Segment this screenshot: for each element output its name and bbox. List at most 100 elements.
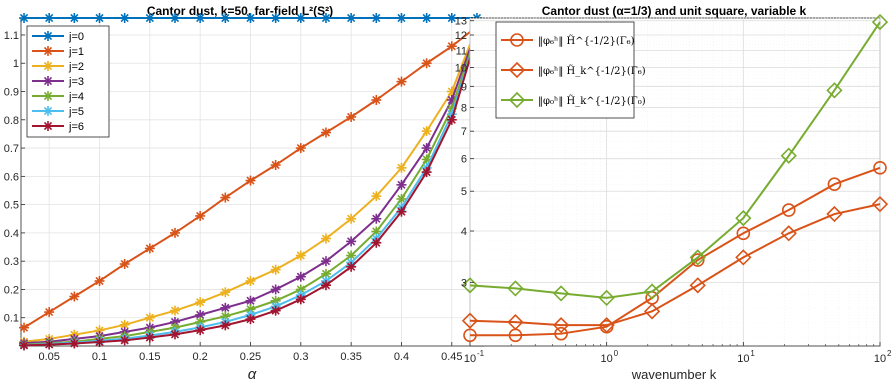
chart-left-point-j=0-stroke (45, 13, 54, 23)
chart-left-point-j=0 (195, 13, 206, 23)
chart-left-point-j=3 (396, 179, 407, 190)
chart-right-point-1 (689, 277, 706, 294)
chart-right-point-2 (507, 280, 524, 297)
chart-right-legend-marker (508, 91, 526, 109)
chart-right-point-2 (552, 285, 570, 302)
chart-left-point-j=3-stroke (372, 214, 381, 223)
chart-left-ytick-label: 1 (13, 58, 19, 70)
chart-left-legend-label: j=3 (68, 76, 84, 88)
chart-left-point-j=0-stroke (447, 13, 456, 23)
chart-left-point-j=6 (69, 338, 80, 349)
chart-right-point-0 (736, 226, 751, 241)
chart-left-point-j=0 (220, 13, 231, 23)
chart-left-point-j=2-stroke (397, 163, 406, 172)
chart-right-point-0 (690, 253, 705, 267)
chart-right-point-2 (461, 277, 479, 294)
chart-left-point-j=3 (270, 284, 281, 295)
chart-left-point-j=1-stroke (145, 244, 154, 253)
chart-right-point-1 (598, 317, 615, 334)
chart-left-point-j=6-stroke (196, 326, 205, 335)
chart-left-point-j=2-stroke (296, 251, 305, 260)
chart-left-point-j=6-stroke (321, 281, 331, 290)
chart-left-xtick-label: 0.2 (193, 351, 208, 363)
chart-left-ytick-label: 0.8 (4, 115, 19, 127)
chart-left-point-j=1-stroke (271, 160, 280, 170)
chart-left-point-j=6 (320, 280, 331, 291)
chart-left-point-j=0 (320, 13, 331, 23)
chart-right-legend: ‖φ₆ʰ‖ H̃^{-1/2}(Γ₆) ‖φ₆ʰ‖ H̃_k^{-1/2}(Γ₆)… (495, 21, 646, 119)
chart-right-xtick-exponent: -1 (477, 349, 485, 358)
chart-left-point-j=1 (396, 76, 407, 87)
chart-left-point-j=6-stroke (246, 315, 255, 324)
chart-left-ytick-label: 0.2 (4, 284, 19, 296)
chart-left-point-j=2-stroke (347, 214, 356, 223)
chart-right-ytick-label: 11 (456, 46, 467, 58)
chart-right-legend-label: ‖φ₆ʰ‖ H̃_k^{-1/2}(Γ₆) (538, 65, 646, 77)
chart-left-point-j=4-stroke (397, 194, 406, 204)
chart-right-point-0 (781, 203, 796, 217)
chart-left-point-j=1-stroke (246, 176, 255, 185)
chart-left-point-j=3-stroke (422, 143, 431, 153)
chart-left-legend-marker-stroke (43, 76, 53, 86)
chart-left-ytick-label: 0.7 (4, 143, 19, 155)
chart-left-legend-label: j=5 (68, 106, 84, 118)
chart-left-point-j=1 (94, 275, 105, 286)
chart-right-legend-label: ‖φ₆ʰ‖ H̃^{-1/2}(Γ₆) (538, 35, 635, 47)
chart-left-point-j=0 (270, 13, 281, 23)
chart-left-legend-label: j=1 (68, 46, 84, 58)
chart-right-point-0 (827, 177, 842, 192)
chart-left-point-j=0-stroke (347, 13, 356, 23)
chart-left-legend-marker (43, 46, 53, 56)
chart-left-ytick-label: 0.3 (4, 256, 19, 268)
chart-left-point-j=1 (245, 175, 256, 186)
chart-left-legend: j=0 j=1 j=2 j=3 j=4 j=5 j=6 (26, 25, 110, 138)
chart-left-point-j=0-stroke (95, 13, 104, 23)
chart-left-point-j=6-stroke (19, 341, 29, 350)
chart-left-point-j=1-stroke (70, 292, 79, 301)
chart-left-point-j=2 (270, 264, 281, 275)
chart-right-point-2 (689, 249, 706, 266)
chart-right-ytick-label: 4 (461, 226, 467, 238)
chart-left-point-j=1-stroke (170, 228, 180, 237)
chart-left-xtick-label: 0.4 (394, 351, 409, 363)
chart-left-ticks: 0.05 0.1 0.15 0.2 0.25 0.3 0.35 0.4 0.45 0.1 0.2 0.… (4, 30, 463, 363)
chart-left-legend-label: j=4 (68, 91, 84, 103)
chart-left-point-j=0-stroke (422, 13, 431, 23)
chart-right-point-2 (826, 82, 843, 99)
chart-left-point-j=6-stroke (397, 207, 406, 216)
chart-right-ytick-label: 8 (461, 102, 467, 114)
chart-left-legend-marker-stroke (43, 31, 53, 41)
chart-right-point-2 (871, 13, 889, 31)
chart-left-point-j=3 (320, 256, 331, 267)
chart-left-point-j=2 (371, 191, 382, 202)
chart-right-xtick-exponent: 2 (887, 349, 892, 358)
chart-right-series (461, 13, 889, 343)
chart-left-point-j=1-stroke (95, 276, 104, 286)
chart-left-point-j=0-stroke (145, 13, 154, 23)
chart-right-ytick-label: 13 (455, 16, 467, 28)
chart-left-point-j=1 (169, 227, 180, 238)
chart-left-point-j=2-stroke (170, 306, 180, 315)
chart-left-point-j=4-stroke (347, 251, 356, 260)
chart-left-point-j=3 (245, 295, 256, 306)
chart-left-point-j=0-stroke (296, 13, 305, 23)
chart-left-point-j=4 (320, 268, 331, 279)
chart-left-point-j=1-stroke (321, 128, 331, 137)
chart-left-point-j=0-stroke (19, 13, 29, 23)
chart-left-xlabel: α (248, 366, 257, 383)
chart-left-point-j=1-stroke (447, 42, 456, 51)
chart-left-ytick-label: 0.6 (4, 171, 19, 183)
chart-left-point-j=1 (44, 307, 55, 318)
chart-right-legend-label: ‖φ₀ʰ‖ H̃_k^{-1/2}(Γ₀) (538, 95, 646, 107)
chart-left-point-j=6 (144, 332, 155, 343)
chart-right-point-2 (735, 209, 752, 227)
chart-left-point-j=0-stroke (321, 13, 331, 23)
chart-right-ytick-label: 9 (461, 81, 467, 93)
chart-left-point-j=3 (220, 302, 231, 313)
chart-left-point-j=1 (69, 291, 80, 302)
chart-right-xtick-label: 10 (464, 353, 476, 365)
chart-left-xtick-label: 0.25 (240, 351, 261, 363)
chart-left-point-j=6 (169, 329, 180, 340)
chart-left-point-j=4 (421, 154, 432, 165)
chart-left-point-j=1 (320, 127, 331, 138)
